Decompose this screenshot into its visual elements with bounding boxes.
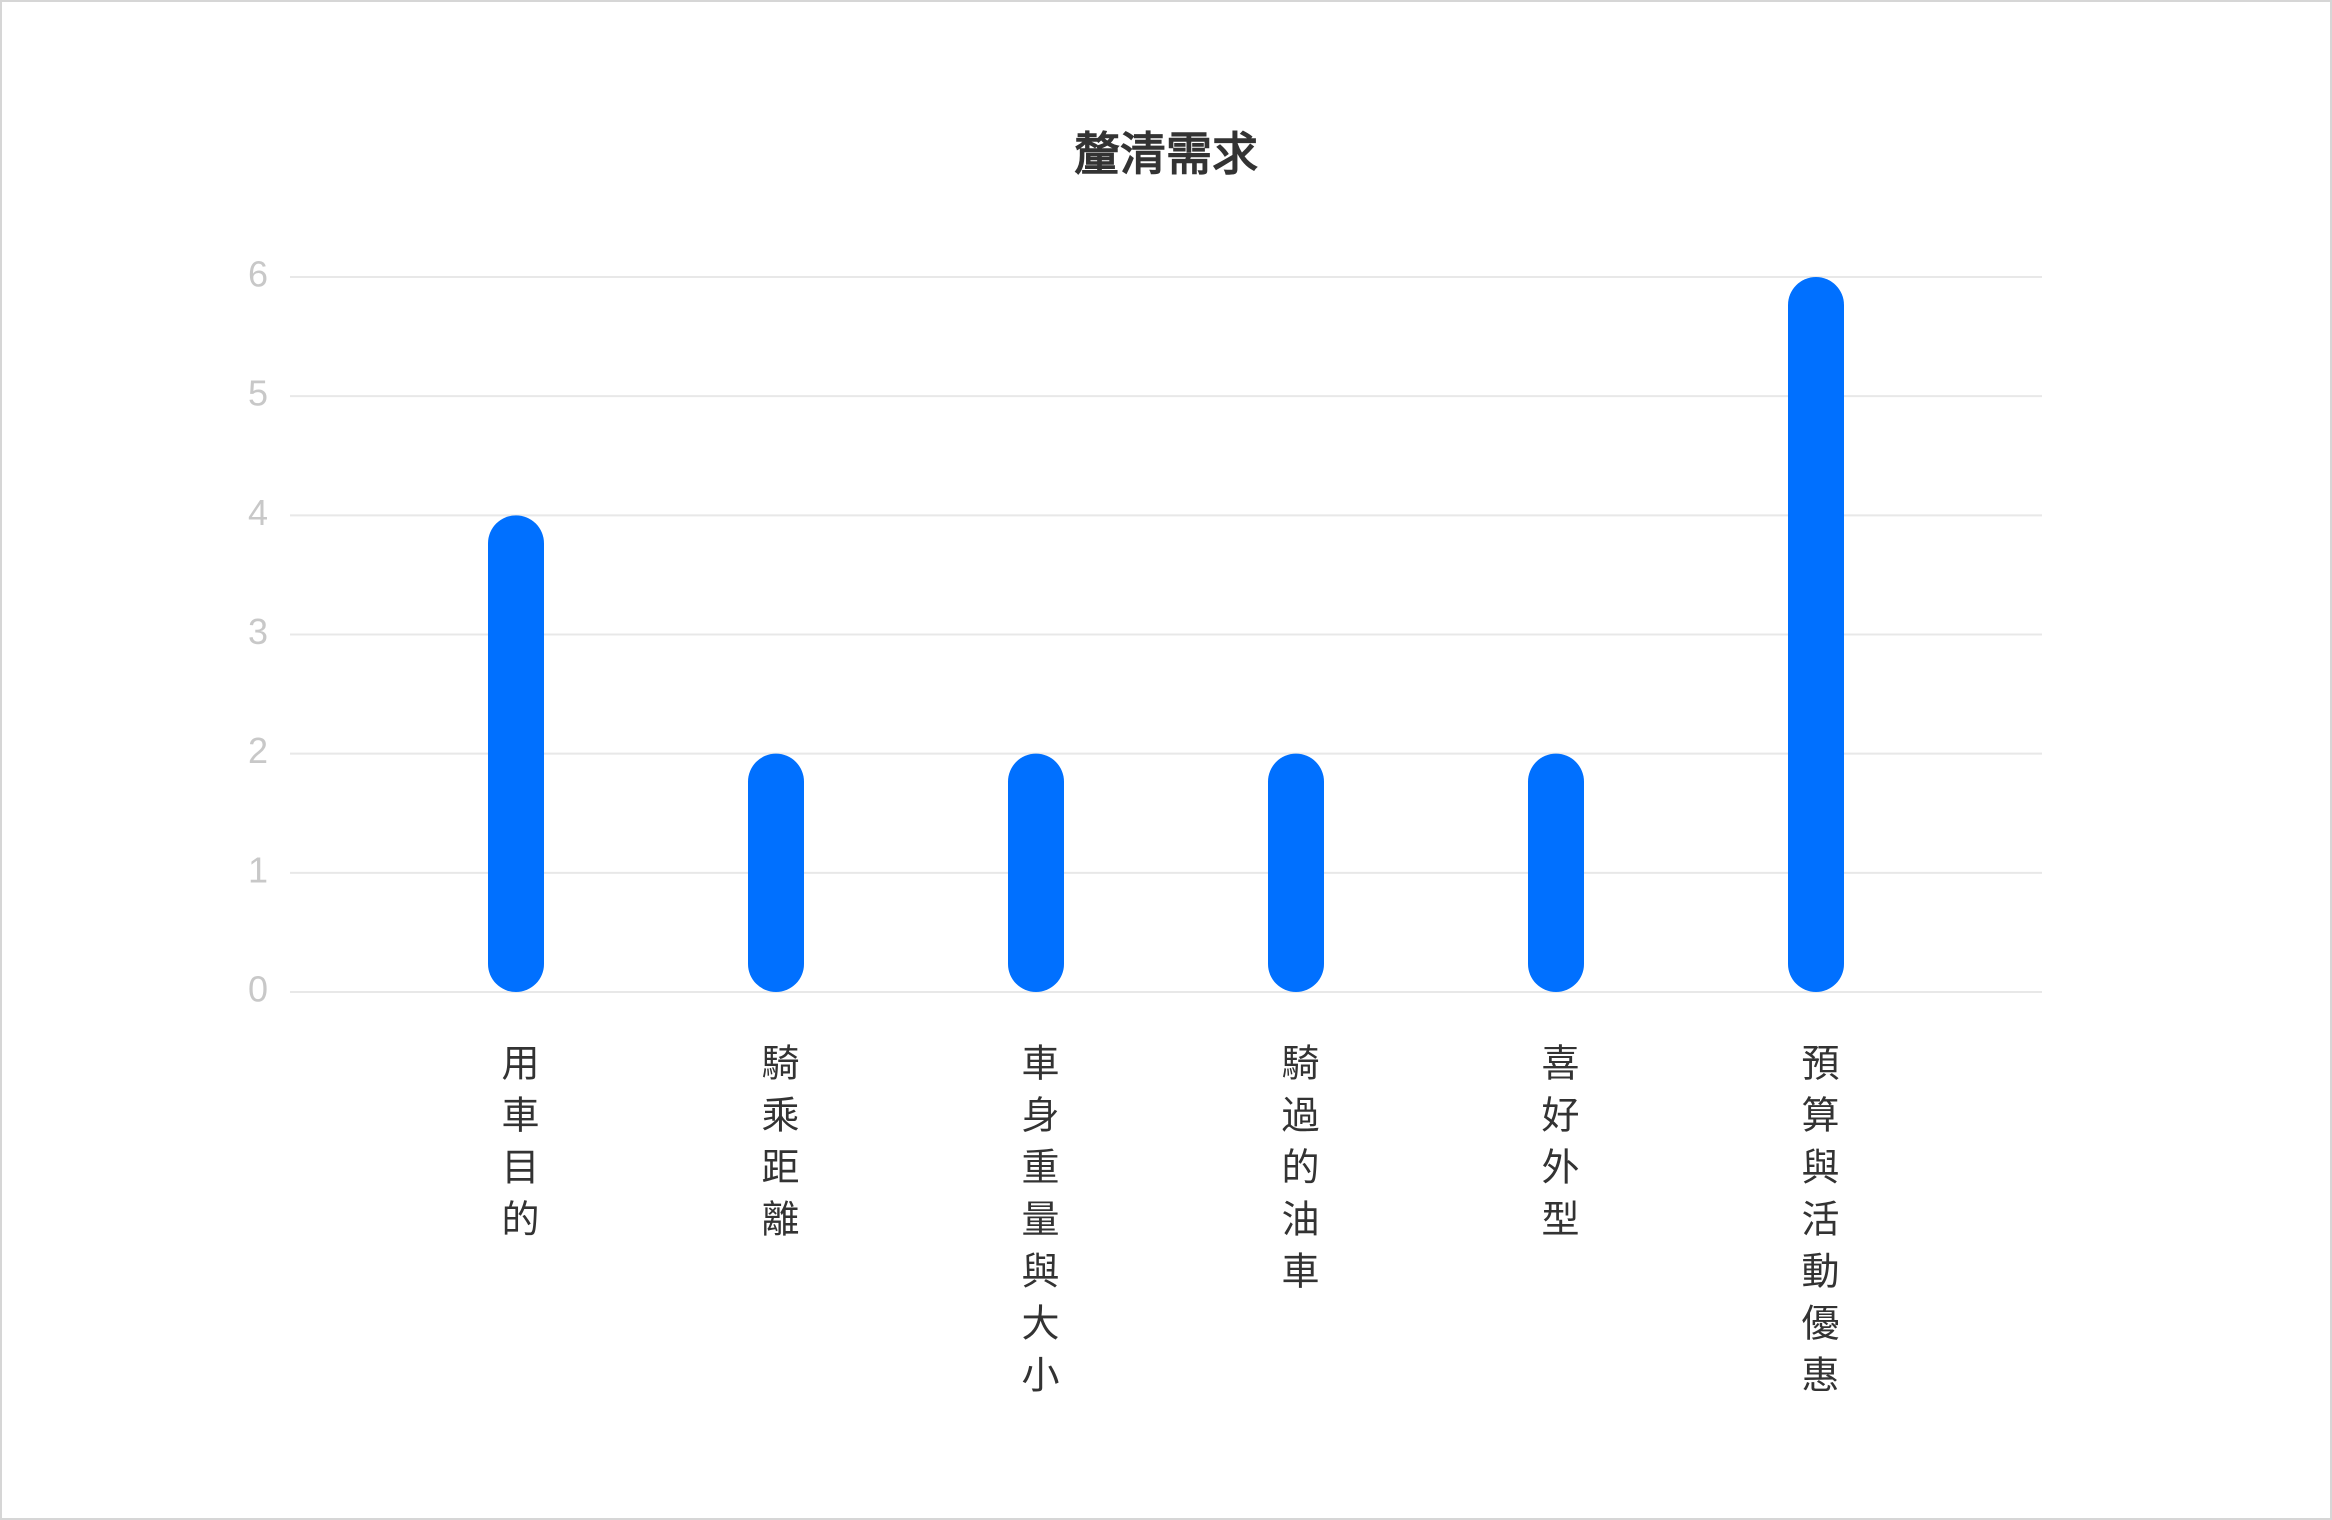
y-tick-label: 2 xyxy=(248,730,268,771)
y-tick-label: 4 xyxy=(248,492,268,533)
x-tick-label: 用車目的 xyxy=(495,1043,538,1251)
y-tick-label: 5 xyxy=(248,373,268,414)
bar xyxy=(488,515,544,992)
bar xyxy=(1528,753,1584,992)
x-tick-label: 騎過的油車 xyxy=(1275,1043,1319,1303)
x-tick-label: 騎乘距離 xyxy=(755,1043,798,1251)
y-tick-label: 6 xyxy=(248,254,268,295)
y-tick-label: 0 xyxy=(248,969,268,1010)
x-tick-label: 車身重量與大小 xyxy=(1015,1043,1058,1407)
chart-title: 釐清需求 xyxy=(1074,128,1258,180)
x-tick-label: 喜好外型 xyxy=(1535,1043,1579,1251)
bar xyxy=(1788,277,1844,992)
bar xyxy=(748,753,804,992)
y-tick-label: 1 xyxy=(248,849,268,890)
x-tick-label: 預算與活動優惠 xyxy=(1795,1043,1839,1407)
bar xyxy=(1268,753,1324,992)
y-tick-label: 3 xyxy=(248,611,268,652)
bar xyxy=(1008,753,1064,992)
